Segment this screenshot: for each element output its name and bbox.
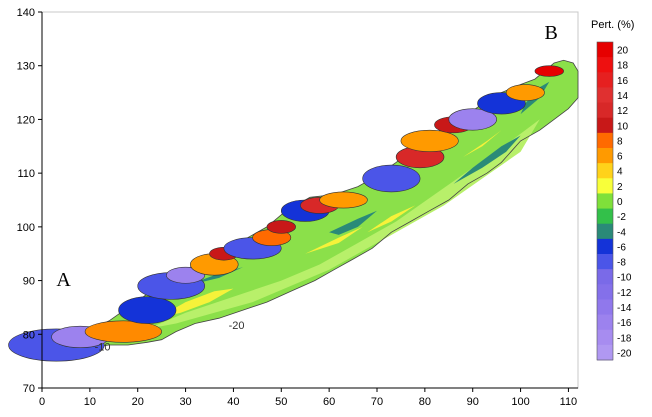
- anomaly-patch-10: [266, 220, 296, 234]
- teal-band-0: [329, 210, 377, 235]
- colorbar-label-7: 6: [617, 152, 623, 163]
- y-tick-label-6: 130: [17, 61, 35, 73]
- colorbar-swatch-5: [597, 117, 613, 134]
- anomaly-patch-3: [118, 296, 177, 324]
- anomaly-patch-16: [400, 129, 459, 152]
- colorbar-swatch-0: [597, 42, 613, 58]
- anomaly-patch-2: [84, 320, 162, 343]
- y-tick-label-1: 80: [23, 329, 35, 341]
- anomaly-patch-14: [362, 164, 421, 193]
- y-tick-label-3: 100: [17, 222, 35, 234]
- x-tick-label-2: 20: [132, 396, 144, 408]
- colorbar-swatch-3: [597, 87, 613, 104]
- colorbar-label-9: 2: [617, 182, 623, 193]
- colorbar-swatch-1: [597, 57, 613, 73]
- colorbar-swatch-6: [597, 132, 613, 149]
- anomaly-patch-21: [534, 65, 564, 77]
- x-tick-label-5: 50: [275, 396, 287, 408]
- colorbar-label-10: 0: [617, 197, 623, 208]
- y-tick-label-2: 90: [23, 276, 35, 288]
- colorbar-label-15: -10: [617, 273, 632, 284]
- colorbar-label-14: -8: [617, 258, 626, 269]
- x-tick-label-6: 60: [323, 396, 335, 408]
- colorbar-swatch-20: [597, 344, 613, 361]
- colorbar-label-8: 4: [617, 167, 623, 178]
- contour-label-0: -10: [95, 341, 111, 353]
- colorbar-label-13: -6: [617, 242, 626, 253]
- anomaly-patch-13: [319, 191, 368, 209]
- y-tick-label-7: 140: [17, 7, 35, 19]
- anomaly-patches: [8, 65, 564, 362]
- profile-end-labels: AB: [56, 22, 557, 291]
- colorbar-label-20: -20: [617, 348, 632, 359]
- colorbar-label-16: -12: [617, 288, 632, 299]
- colorbar-label-2: 16: [617, 76, 629, 87]
- point-label-a: A: [56, 269, 71, 291]
- x-axis: 0 10 20 30 40 50 60 70 80 90 100 110: [39, 387, 578, 408]
- yellow-band-2: [367, 205, 416, 233]
- colorbar-swatch-7: [597, 148, 613, 164]
- colorbar-swatch-2: [597, 72, 613, 88]
- colorbar-swatch-15: [597, 269, 613, 285]
- colorbar: Pert. (%)20181614121086420-2-4-6-8-10-12…: [591, 19, 634, 361]
- anomaly-patch-18: [448, 108, 497, 131]
- y-tick-label-0: 70: [23, 383, 35, 395]
- colorbar-swatch-10: [597, 193, 613, 210]
- x-tick-label-8: 80: [419, 396, 431, 408]
- colorbar-label-4: 12: [617, 106, 629, 117]
- plot-area: -10 -20: [8, 11, 579, 389]
- colorbar-label-11: -2: [617, 212, 626, 223]
- colorbar-label-5: 10: [617, 121, 629, 132]
- y-axis: 70 80 90 100 110 120 130 140: [17, 7, 43, 395]
- colorbar-label-12: -4: [617, 227, 626, 238]
- point-label-b: B: [545, 22, 558, 44]
- contour-labels: -10 -20: [95, 320, 245, 353]
- x-tick-label-3: 30: [179, 396, 191, 408]
- colorbar-swatch-8: [597, 163, 613, 179]
- colorbar-label-1: 18: [617, 61, 629, 72]
- x-tick-label-7: 70: [371, 396, 383, 408]
- colorbar-label-19: -18: [617, 333, 632, 344]
- colorbar-swatch-18: [597, 314, 613, 331]
- colorbar-swatch-16: [597, 284, 613, 300]
- colorbar-swatch-4: [597, 102, 613, 119]
- colorbar-swatch-11: [597, 208, 613, 225]
- x-tick-label-10: 100: [511, 396, 529, 408]
- x-tick-label-9: 90: [467, 396, 479, 408]
- contour-label-1: -20: [229, 320, 245, 332]
- colorbar-label-6: 8: [617, 136, 623, 147]
- colorbar-swatch-9: [597, 178, 613, 194]
- colorbar-label-0: 20: [617, 46, 629, 57]
- colorbar-title: Pert. (%): [591, 19, 634, 31]
- colorbar-swatch-13: [597, 238, 613, 255]
- x-tick-label-11: 110: [560, 396, 578, 408]
- colorbar-frame: [596, 41, 614, 361]
- yellow-band-1: [305, 226, 363, 254]
- teal-band-1: [453, 135, 521, 184]
- x-tick-label-0: 0: [39, 396, 45, 408]
- y-tick-label-5: 120: [17, 114, 35, 126]
- y-tick-label-4: 110: [17, 168, 35, 180]
- colorbar-label-17: -14: [617, 303, 632, 314]
- x-tick-label-1: 10: [84, 396, 96, 408]
- colorbar-swatch-17: [597, 299, 613, 316]
- colorbar-swatch-19: [597, 329, 613, 346]
- colorbar-label-3: 14: [617, 91, 629, 102]
- colorbar-swatch-14: [597, 254, 613, 270]
- colorbar-label-18: -16: [617, 318, 632, 329]
- colorbar-swatch-12: [597, 223, 613, 240]
- field-outline: [44, 59, 579, 351]
- anomaly-patch-20: [505, 84, 545, 101]
- x-tick-label-4: 40: [227, 396, 239, 408]
